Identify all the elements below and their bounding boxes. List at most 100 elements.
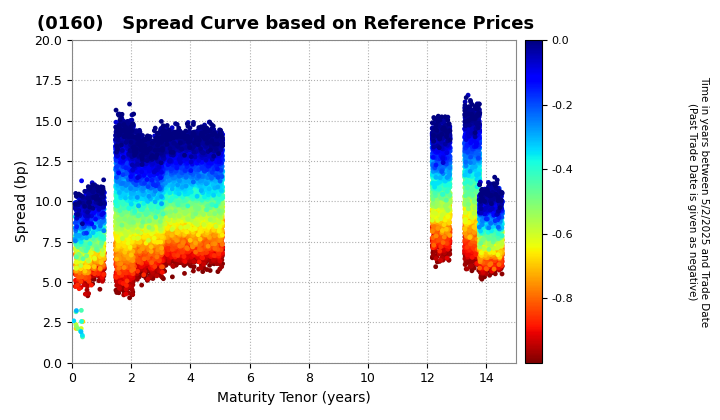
Point [91,192,103,199]
Point [116,234,127,241]
Point [435,225,446,231]
Point [181,157,192,164]
Point [153,228,164,235]
Point [99,210,110,217]
Point [128,148,140,155]
Point [171,173,183,179]
Point [143,195,154,202]
Point [194,207,205,214]
Point [145,242,156,249]
Point [202,194,214,201]
Point [206,204,217,211]
Point [127,250,138,257]
Point [183,213,194,219]
Point [435,157,446,164]
Point [197,146,209,152]
Point [144,198,156,205]
Point [124,198,135,205]
Point [194,143,205,150]
Point [127,234,138,240]
Point [148,262,160,269]
Point [178,210,189,216]
Point [110,274,122,281]
Point [135,195,146,202]
Point [97,271,109,278]
Point [131,236,143,242]
Point [183,150,194,156]
Point [148,263,160,270]
Point [145,243,156,249]
Point [201,202,212,209]
Point [143,211,154,218]
Point [183,186,194,193]
Point [436,202,448,209]
Point [125,127,136,134]
Point [129,208,140,215]
Point [486,206,498,213]
Point [494,220,505,226]
Point [181,231,193,238]
Point [207,135,219,142]
Point [194,220,206,226]
Point [444,139,455,146]
Point [217,240,228,247]
Point [441,250,453,257]
Point [209,156,220,163]
Point [134,212,145,218]
Point [437,199,449,206]
Point [88,191,99,197]
Point [467,139,478,145]
Point [158,204,169,210]
Point [434,116,446,123]
Point [188,252,199,258]
Point [215,173,226,180]
Point [125,211,136,218]
Point [204,243,216,249]
Point [430,192,441,199]
Point [474,145,485,152]
Point [184,239,196,246]
Point [487,253,498,260]
Point [197,152,209,158]
Point [194,158,205,165]
Point [76,204,87,211]
Point [197,242,209,249]
Point [124,204,135,211]
Point [439,222,451,229]
Point [120,123,131,130]
Point [119,257,130,263]
Point [444,237,455,244]
Point [160,248,171,255]
Point [484,232,495,239]
Point [154,261,166,268]
Point [161,207,172,213]
Point [168,221,180,228]
Point [468,162,480,168]
Point [480,238,491,244]
Point [184,194,196,201]
Point [169,208,181,215]
Point [460,174,472,181]
Point [191,149,202,156]
Point [166,156,177,163]
Point [480,230,491,237]
Point [467,139,478,145]
Point [168,205,180,211]
Point [149,213,161,220]
Point [199,137,211,144]
Point [165,168,176,175]
Point [126,210,138,216]
Point [183,230,194,237]
Point [212,241,223,248]
Point [130,257,141,264]
Point [482,229,494,236]
Point [174,220,185,227]
Point [204,173,215,180]
Point [176,194,187,201]
Point [125,246,136,253]
Point [127,138,139,144]
Point [488,249,500,256]
Point [93,257,104,264]
Point [137,144,148,151]
Point [124,184,135,191]
